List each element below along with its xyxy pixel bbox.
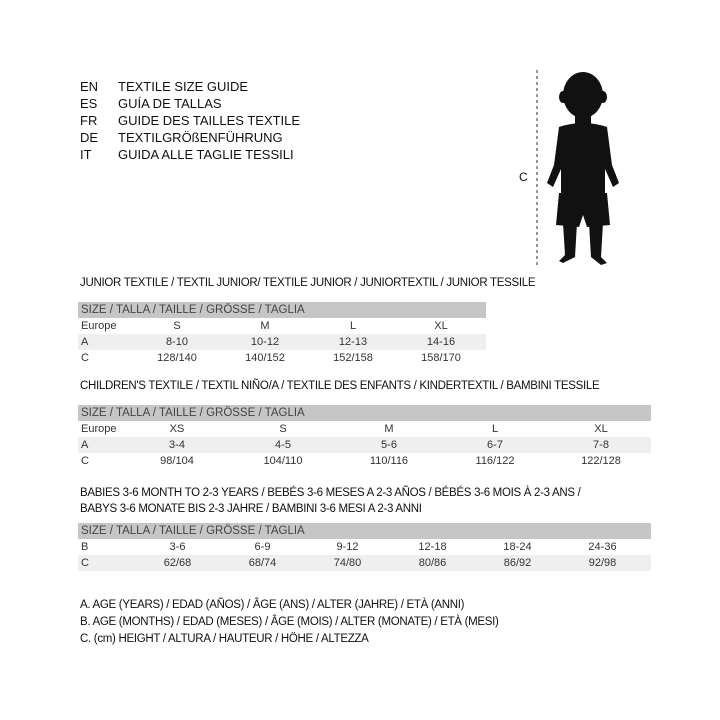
child-silhouette-icon	[536, 70, 619, 268]
measurement-legend: A. AGE (YEARS) / EDAD (AÑOS) / ÂGE (ANS)…	[80, 597, 499, 648]
legend-c: C. (cm) HEIGHT / ALTURA / HAUTEUR / HÖHE…	[80, 633, 369, 645]
babies-title-line1: BABIES 3-6 MONTH TO 2-3 YEARS / BEBÉS 3-…	[80, 487, 581, 499]
table-row: C 62/68 68/74 74/80 80/86 86/92 92/98	[78, 555, 651, 571]
table-row: C 98/104 104/110 110/116 116/122 122/128	[81, 455, 621, 467]
table-header: SIZE / TALLA / TAILLE / GRÖSSE / TAGLIA	[78, 405, 651, 421]
lang-es: ES GUÍA DE TALLAS	[80, 96, 222, 111]
height-label: C	[519, 170, 528, 184]
table-header: SIZE / TALLA / TAILLE / GRÖSSE / TAGLIA	[78, 302, 486, 318]
table-row: A 3-4 4-5 5-6 6-7 7-8	[78, 437, 651, 453]
table-row: Europe XS S M L XL	[81, 423, 608, 435]
language-list: EN TEXTILE SIZE GUIDE ES GUÍA DE TALLAS FR…	[80, 78, 300, 163]
junior-size-table: SIZE / TALLA / TAILLE / GRÖSSE / TAGLIA …	[78, 302, 486, 366]
table-row: C 128/140 140/152 152/158 158/170	[81, 352, 461, 364]
lang-de: DE TEXTILGRÖßENFÜHRUNG	[80, 130, 283, 145]
table-row: Europe S M L XL	[81, 320, 448, 332]
legend-a: A. AGE (YEARS) / EDAD (AÑOS) / ÂGE (ANS)…	[80, 599, 465, 611]
children-title: CHILDREN'S TEXTILE / TEXTIL NIÑO/A / TEX…	[80, 380, 600, 392]
children-size-table: SIZE / TALLA / TAILLE / GRÖSSE / TAGLIA …	[78, 405, 651, 469]
table-header: SIZE / TALLA / TAILLE / GRÖSSE / TAGLIA	[78, 523, 651, 539]
lang-fr: FR GUIDE DES TAILLES TEXTILE	[80, 113, 301, 128]
legend-b: B. AGE (MONTHS) / EDAD (MESES) / ÂGE (MO…	[80, 616, 499, 628]
junior-title: JUNIOR TEXTILE / TEXTIL JUNIOR/ TEXTILE …	[80, 277, 536, 289]
lang-it: IT GUIDA ALLE TAGLIE TESSILI	[80, 147, 294, 162]
lang-en: EN TEXTILE SIZE GUIDE	[80, 79, 249, 94]
table-row: A 8-10 10-12 12-13 14-16	[78, 334, 486, 350]
babies-size-table: SIZE / TALLA / TAILLE / GRÖSSE / TAGLIA …	[78, 523, 651, 571]
babies-title-line2: BABYS 3-6 MONATE BIS 2-3 JAHRE / BAMBINI…	[80, 503, 422, 515]
table-row: B 3-6 6-9 9-12 12-18 18-24 24-36	[81, 541, 617, 553]
